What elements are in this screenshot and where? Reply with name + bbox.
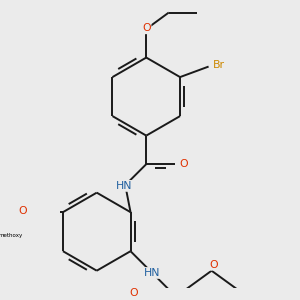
Text: O: O <box>179 159 188 169</box>
Text: HN: HN <box>144 268 160 278</box>
Text: methoxy: methoxy <box>0 233 22 238</box>
Text: HN: HN <box>116 181 133 191</box>
Text: Br: Br <box>213 60 225 70</box>
Text: O: O <box>209 260 218 270</box>
Text: O: O <box>18 206 27 216</box>
Text: O: O <box>142 23 151 33</box>
Text: O: O <box>129 288 138 298</box>
